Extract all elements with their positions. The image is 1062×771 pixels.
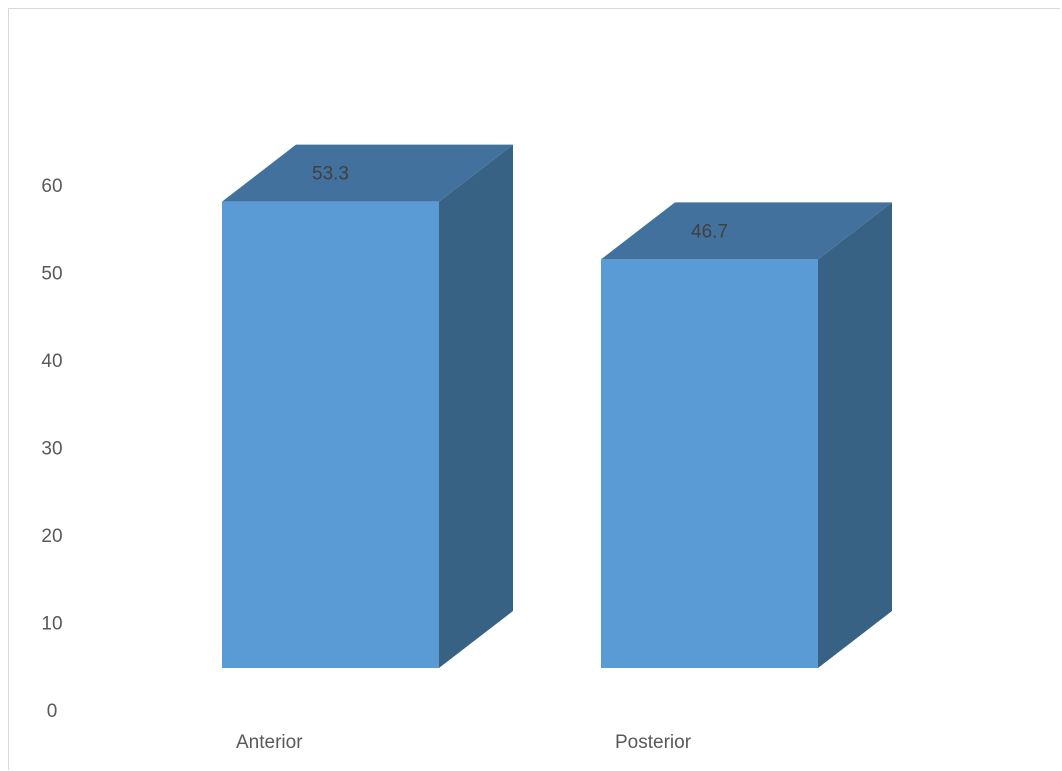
data-label: 53.3 xyxy=(312,164,349,185)
y-tick-label: 10 xyxy=(41,614,62,635)
y-tick-label: 40 xyxy=(41,351,62,372)
bar-front-face xyxy=(601,259,818,668)
y-tick-label: 60 xyxy=(41,176,62,197)
bar-front-face xyxy=(222,201,439,668)
bar-anterior: 53.3 xyxy=(222,144,513,668)
bar-side-face xyxy=(439,144,513,668)
bar-posterior: 46.7 xyxy=(601,202,892,668)
y-axis-ticks: 0 10 20 30 40 50 60 xyxy=(41,176,62,722)
y-tick-label: 0 xyxy=(47,701,58,722)
y-tick-label: 50 xyxy=(41,264,62,285)
bar-top-face xyxy=(601,202,892,260)
bar-top-face xyxy=(222,144,513,202)
chart-frame xyxy=(8,8,1060,770)
y-tick-label: 20 xyxy=(41,526,62,547)
x-category-label: Posterior xyxy=(615,732,692,753)
bar-side-face xyxy=(818,202,892,668)
x-axis-categories: Anterior Posterior xyxy=(236,732,692,753)
bars: 53.3 46.7 xyxy=(222,144,892,668)
y-tick-label: 30 xyxy=(41,439,62,460)
x-category-label: Anterior xyxy=(236,732,303,753)
data-label: 46.7 xyxy=(691,221,728,242)
